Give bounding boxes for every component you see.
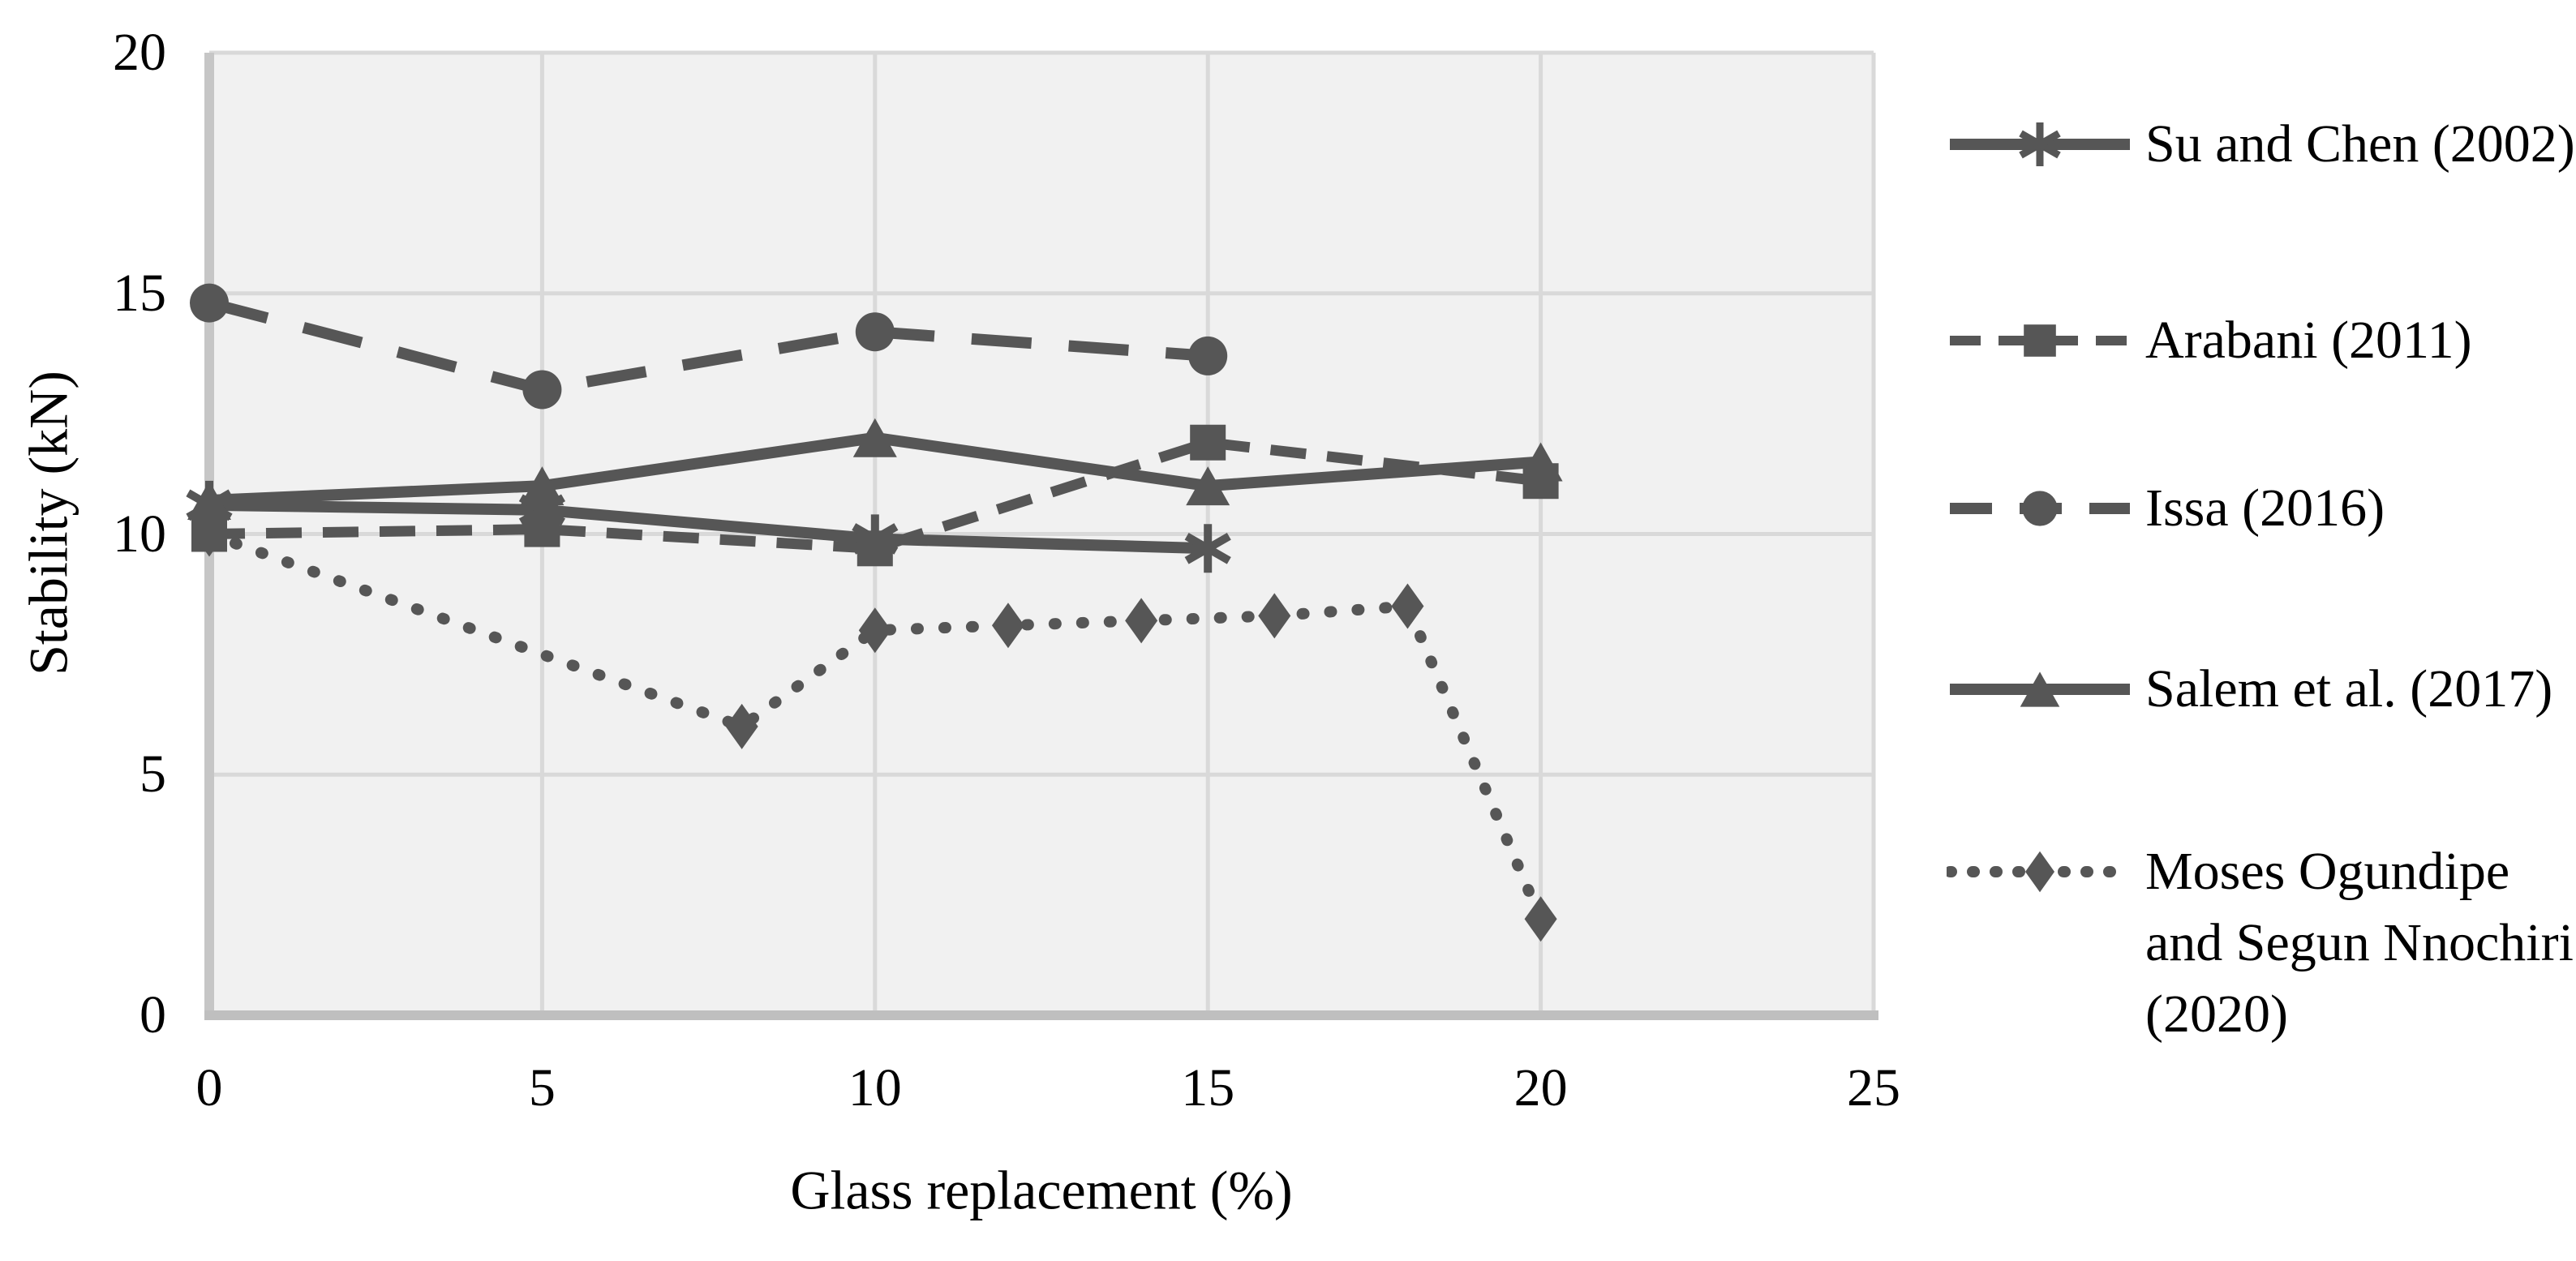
legend-label: Salem et al. (2017) <box>2145 659 2553 718</box>
legend-line-sample <box>1950 491 2130 526</box>
legend-label: Issa (2016) <box>2145 478 2385 538</box>
x-tick-label: 20 <box>1513 1058 1568 1117</box>
legend-line-sample <box>1950 671 2130 707</box>
square-marker-icon <box>857 530 893 567</box>
legend-item: Issa (2016) <box>1947 473 2575 544</box>
legend-label: Arabani (2011) <box>2145 311 2472 370</box>
y-tick-label: 0 <box>140 985 166 1044</box>
y-tick-label: 5 <box>140 744 166 804</box>
legend-item: Arabani (2011) <box>1947 305 2575 376</box>
triangle-marker-icon <box>1518 442 1563 482</box>
legend-line-sample <box>1947 851 2133 893</box>
square-marker-icon <box>1190 424 1226 461</box>
circle-marker-icon <box>855 312 895 352</box>
square-marker-icon <box>2024 324 2056 357</box>
diamond-marker-icon <box>1524 896 1557 942</box>
circle-marker-icon <box>2022 491 2058 526</box>
x-axis-title: Glass replacement (%) <box>790 1159 1293 1221</box>
legend-label: Moses Ogundipe and Segun Nnochiri (2020) <box>2145 842 2574 1044</box>
x-tick-label: 10 <box>848 1058 902 1117</box>
square-marker-icon <box>524 511 560 547</box>
diamond-marker-icon <box>991 603 1024 649</box>
circle-marker-icon <box>522 370 562 410</box>
y-tick-label: 15 <box>113 263 166 323</box>
x-tick-label: 5 <box>528 1058 556 1117</box>
triangle-marker-icon <box>852 418 897 457</box>
diamond-marker-icon <box>1391 583 1424 629</box>
series-triangle <box>187 418 1563 520</box>
legend-line-sample <box>1950 324 2130 357</box>
y-tick-label: 10 <box>113 504 166 564</box>
x-tick-label: 25 <box>1847 1058 1900 1117</box>
triangle-marker-icon <box>2020 671 2060 707</box>
asterisk-marker-icon <box>2019 122 2061 166</box>
diamond-marker-icon <box>2025 851 2054 893</box>
triangle-marker-icon <box>520 466 565 506</box>
legend-item: Su and Chen (2002) <box>1947 109 2575 180</box>
diamond-marker-icon <box>858 607 891 654</box>
circle-marker-icon <box>190 283 229 323</box>
diamond-marker-icon <box>1258 593 1291 639</box>
x-tick-label: 15 <box>1181 1058 1235 1117</box>
series-circle <box>190 283 1228 410</box>
series-diamond <box>193 511 1557 942</box>
y-tick-label: 20 <box>113 23 166 82</box>
legend-label: Su and Chen (2002) <box>2145 114 2575 174</box>
diamond-marker-icon <box>725 703 758 749</box>
triangle-marker-icon <box>1186 466 1230 506</box>
legend-item: Moses Ogundipe and Segun Nnochiri (2020) <box>1947 836 2575 1050</box>
legend-item: Salem et al. (2017) <box>1947 654 2575 725</box>
triangle-marker-icon <box>187 480 231 520</box>
legend-line-sample <box>1950 122 2130 166</box>
asterisk-marker-icon <box>1184 524 1231 573</box>
diamond-marker-icon <box>193 511 225 557</box>
circle-marker-icon <box>1188 336 1228 375</box>
x-tick-label: 0 <box>195 1058 223 1117</box>
diamond-marker-icon <box>1125 598 1158 644</box>
